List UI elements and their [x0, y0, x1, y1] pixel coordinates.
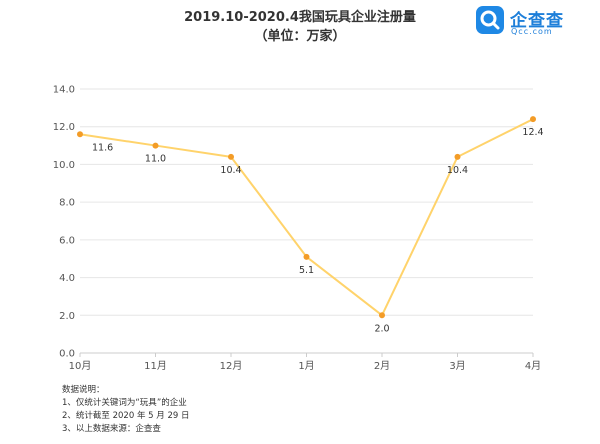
y-tick-label: 10.0 — [53, 160, 75, 171]
chart-title: 2019.10-2020.4我国玩具企业注册量 — [184, 10, 416, 25]
data-point — [303, 253, 310, 260]
y-tick-label: 8.0 — [59, 198, 75, 209]
x-tick-label: 2月 — [374, 360, 390, 372]
x-tick-label: 1月 — [298, 360, 314, 372]
chart-title-block: 2019.10-2020.4我国玩具企业注册量 （单位：万家） — [0, 8, 600, 46]
y-axis-tick-labels: 0.0 2.0 4.0 6.0 8.0 10.0 12.0 14.0 — [53, 85, 75, 360]
x-tick-label: 4月 — [525, 360, 541, 372]
data-point — [530, 116, 536, 123]
notes-item-3: 3、以上数据来源：企查查 — [62, 424, 161, 434]
logo-name: 企查查 — [510, 11, 564, 31]
x-tick-label: 11月 — [144, 360, 167, 372]
data-points — [77, 116, 536, 319]
data-label: 11.0 — [145, 154, 166, 165]
y-tick-label: 2.0 — [59, 311, 75, 322]
logo-domain: Qcc.com — [511, 27, 553, 36]
y-tick-label: 4.0 — [59, 273, 75, 284]
chart-subtitle: （单位：万家） — [254, 29, 346, 44]
notes-item-1: 1、仅统计关键词为“玩具”的企业 — [62, 398, 187, 408]
data-label: 11.6 — [92, 142, 113, 153]
series-line — [79, 118, 534, 317]
qcc-logo: 企查查 Qcc.com — [476, 4, 596, 38]
data-labels: 11.6 11.0 10.4 5.1 2.0 10.4 12.4 — [92, 127, 544, 334]
data-point — [77, 131, 83, 138]
y-tick-label: 12.0 — [53, 122, 75, 133]
data-point — [379, 312, 385, 319]
x-tick-label: 12月 — [220, 360, 243, 372]
data-label: 2.0 — [374, 323, 389, 334]
x-tick-label: 3月 — [449, 360, 465, 372]
data-notes: 数据说明： 1、仅统计关键词为“玩具”的企业 2、统计截至 2020 年 5 月… — [62, 384, 189, 436]
notes-heading: 数据说明： — [62, 385, 105, 395]
y-tick-label: 6.0 — [59, 235, 75, 246]
y-tick-label: 14.0 — [53, 85, 75, 96]
data-point — [152, 142, 159, 149]
x-tick-label: 10月 — [69, 360, 92, 372]
data-point — [454, 153, 461, 160]
data-point — [228, 153, 234, 160]
x-axis-tick-labels: 10月 11月 12月 1月 2月 3月 4月 — [69, 353, 541, 372]
data-label: 10.4 — [447, 165, 468, 176]
data-label: 5.1 — [299, 265, 314, 276]
magnifier-logo-icon — [476, 6, 504, 34]
data-label: 10.4 — [220, 165, 241, 176]
series-line — [79, 118, 534, 317]
notes-item-2: 2、统计截至 2020 年 5 月 29 日 — [62, 411, 190, 421]
gridlines — [80, 88, 533, 316]
data-label: 12.4 — [522, 127, 543, 138]
y-tick-label: 0.0 — [59, 349, 75, 360]
